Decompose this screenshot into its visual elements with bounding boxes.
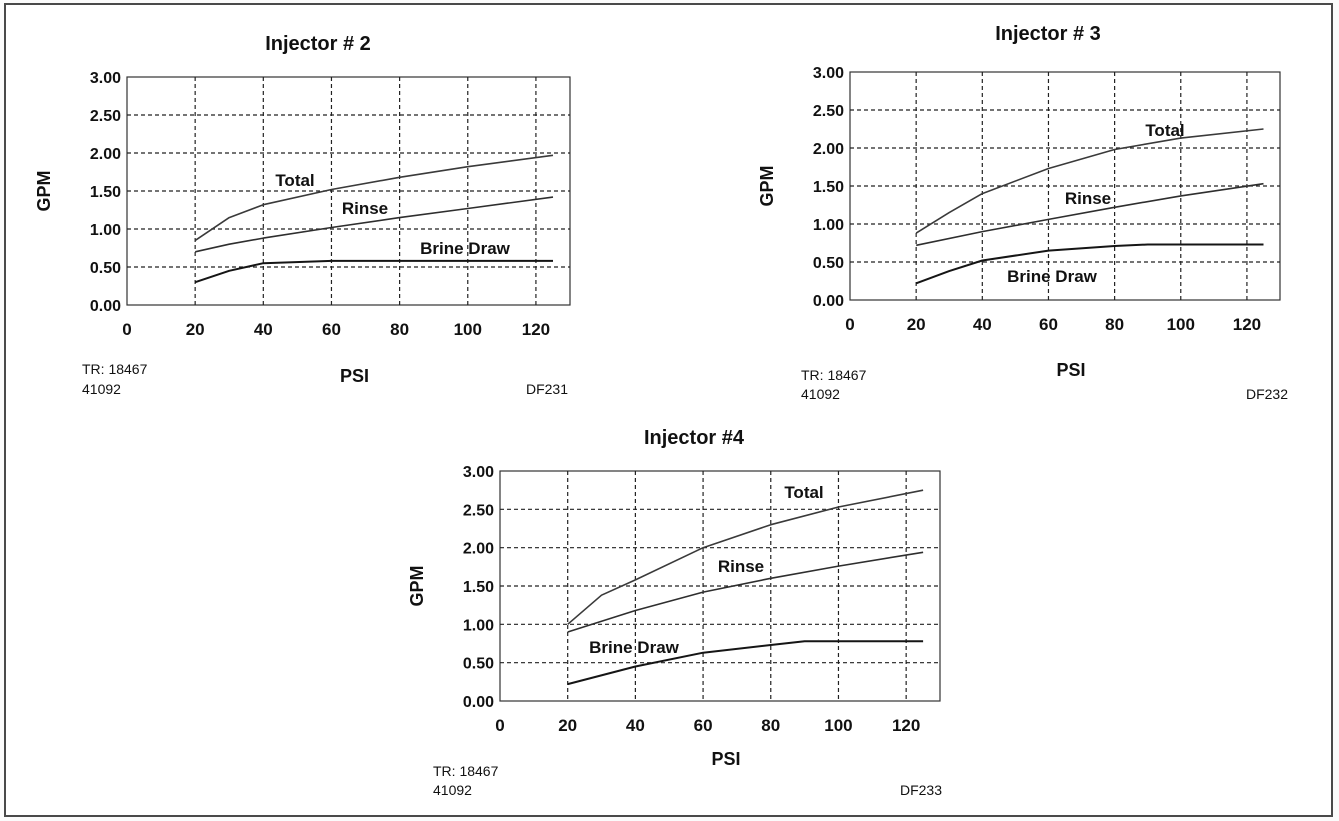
chart-title: Injector # 3	[995, 23, 1101, 45]
x-axis-label: PSI	[340, 366, 369, 386]
x-tick-label: 120	[1233, 315, 1261, 334]
x-tick-label: 100	[824, 716, 852, 735]
series-label-rinse: Rinse	[718, 557, 764, 576]
series-line-brine-draw	[915, 243, 1264, 285]
x-tick-label: 20	[907, 315, 926, 334]
y-tick-label: 2.00	[813, 141, 844, 158]
series-line-brine-draw	[194, 259, 553, 284]
series-line-total	[194, 154, 554, 242]
x-tick-label: 80	[761, 716, 780, 735]
x-tick-label: 20	[186, 320, 205, 339]
footer-note: TR: 18467	[433, 763, 499, 779]
figure-code: DF231	[526, 381, 568, 397]
x-tick-label: 80	[390, 320, 409, 339]
x-tick-label: 40	[973, 315, 992, 334]
y-tick-label: 2.00	[90, 146, 121, 163]
y-axis-label: GPM	[407, 565, 427, 606]
x-tick-label: 40	[626, 716, 645, 735]
y-tick-label: 0.50	[813, 255, 844, 272]
footer-note: 41092	[82, 381, 121, 397]
y-tick-label: 2.50	[463, 502, 494, 519]
x-tick-label: 100	[1167, 315, 1195, 334]
x-tick-label: 80	[1105, 315, 1124, 334]
footer-note: 41092	[801, 386, 840, 402]
series-label-brine-draw: Brine Draw	[1007, 267, 1098, 286]
y-axis-label: GPM	[757, 165, 777, 206]
x-tick-label: 60	[694, 716, 713, 735]
footer-note: TR: 18467	[82, 361, 148, 377]
series-label-rinse: Rinse	[1065, 189, 1111, 208]
x-tick-label: 100	[454, 320, 482, 339]
y-tick-label: 3.00	[90, 70, 121, 87]
series-line-rinse	[195, 196, 554, 253]
series-line-rinse	[916, 182, 1264, 247]
x-tick-label: 0	[495, 716, 504, 735]
footer-note: TR: 18467	[801, 367, 867, 383]
y-tick-label: 1.50	[813, 179, 844, 196]
series-label-brine-draw: Brine Draw	[589, 638, 680, 657]
x-axis-label: PSI	[1056, 360, 1085, 380]
x-tick-label: 60	[1039, 315, 1058, 334]
x-tick-label: 40	[254, 320, 273, 339]
figure-code: DF233	[900, 782, 942, 798]
x-tick-label: 120	[522, 320, 550, 339]
y-tick-label: 0.00	[813, 293, 844, 310]
y-tick-label: 3.00	[813, 65, 844, 82]
x-tick-label: 60	[322, 320, 341, 339]
series-label-rinse: Rinse	[342, 199, 388, 218]
y-tick-label: 0.50	[90, 260, 121, 277]
series-line-total	[915, 128, 1264, 234]
y-tick-label: 1.00	[90, 222, 121, 239]
y-tick-label: 1.50	[463, 579, 494, 596]
y-tick-label: 0.00	[463, 694, 494, 711]
y-tick-label: 2.00	[463, 541, 494, 558]
figure-code: DF232	[1246, 386, 1288, 402]
y-tick-label: 2.50	[90, 108, 121, 125]
x-tick-label: 0	[122, 320, 131, 339]
x-axis-label: PSI	[711, 749, 740, 769]
y-tick-label: 0.50	[463, 656, 494, 673]
y-axis-label: GPM	[34, 170, 54, 211]
y-tick-label: 3.00	[463, 464, 494, 481]
y-tick-label: 2.50	[813, 103, 844, 120]
chart-title: Injector #4	[644, 427, 745, 449]
y-tick-label: 1.00	[813, 217, 844, 234]
chart-title: Injector # 2	[265, 33, 371, 55]
series-label-total: Total	[784, 483, 823, 502]
footer-note: 41092	[433, 782, 472, 798]
x-tick-label: 20	[558, 716, 577, 735]
y-tick-label: 0.00	[90, 298, 121, 315]
y-tick-label: 1.00	[463, 617, 494, 634]
x-tick-label: 0	[845, 315, 854, 334]
y-tick-label: 1.50	[90, 184, 121, 201]
series-label-total: Total	[1145, 121, 1184, 140]
series-line-brine-draw	[567, 640, 924, 686]
series-label-brine-draw: Brine Draw	[420, 239, 511, 258]
series-label-total: Total	[275, 171, 314, 190]
x-tick-label: 120	[892, 716, 920, 735]
series-line-total	[567, 489, 924, 625]
series-line-rinse	[567, 551, 924, 633]
